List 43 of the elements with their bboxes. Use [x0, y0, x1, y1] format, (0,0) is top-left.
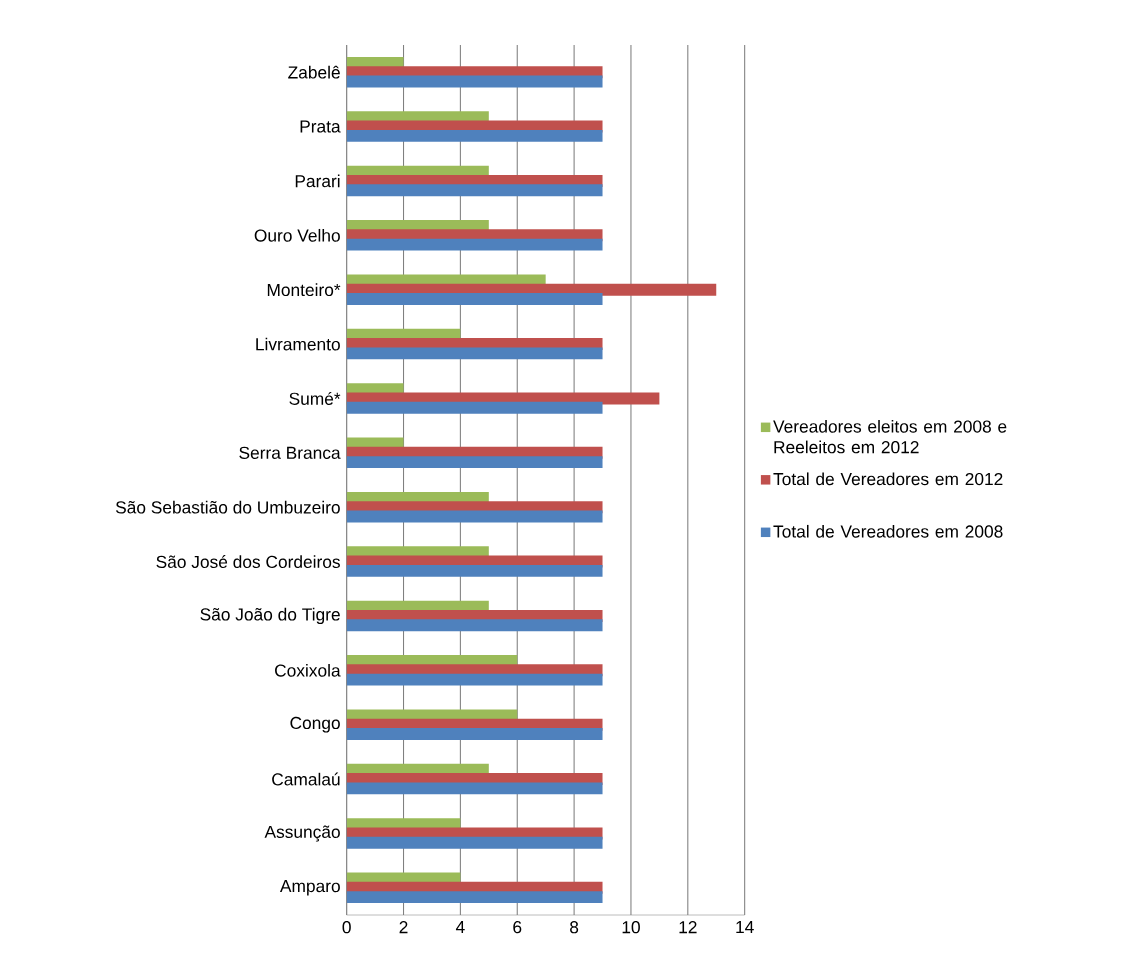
x-tick-label: 8 [570, 921, 579, 934]
x-tick-label: 4 [455, 921, 465, 933]
bar [346, 510, 603, 523]
bar [346, 456, 603, 469]
bar [346, 728, 603, 740]
y-tick-label: Coxixola [275, 663, 341, 677]
y-tick-label: Prata [300, 120, 341, 133]
y-tick-label: Ouro Velho [254, 228, 340, 242]
y-tick-label: Serra Branca [239, 446, 341, 459]
bar [346, 129, 603, 142]
y-tick-label: Assunção [264, 825, 340, 842]
y-tick-label: Livramento [256, 337, 340, 351]
x-tick-label: 0 [342, 921, 351, 934]
y-tick-label: Sumé* [289, 391, 341, 405]
bar [346, 673, 603, 686]
legend-label: Vereadores eleitos em 2008 e Reeleitos em 2012 [773, 419, 1007, 454]
y-tick-label: Congo [290, 716, 340, 733]
x-tick-label: 12 [679, 921, 697, 934]
bar [346, 891, 603, 904]
y-tick-label: Camalaú [272, 772, 340, 786]
bar [346, 238, 603, 251]
y-tick-label: Parari [295, 174, 340, 188]
bar [346, 836, 603, 849]
legend-label: Total de Vereadores em 2012 [773, 472, 1003, 486]
bar [346, 564, 603, 577]
y-tick-label: São Sebastião do Umbuzeiro [115, 500, 340, 514]
y-tick-label: Amparo [279, 880, 340, 896]
y-tick-label: Monteiro* [267, 283, 341, 297]
bar [346, 293, 603, 305]
bar [346, 347, 603, 360]
x-tick-label: 2 [399, 921, 408, 934]
y-tick-label: São José dos Cordeiros [156, 555, 340, 569]
bar [346, 782, 603, 795]
bar [346, 619, 603, 632]
legend-label: Total de Vereadores em 2008 [773, 524, 1003, 538]
x-tick-label: 10 [622, 921, 640, 934]
bar [346, 184, 603, 197]
bar [346, 401, 603, 414]
x-tick-label: 6 [513, 921, 522, 934]
bar [346, 75, 603, 88]
y-tick-label: Zabelê [288, 65, 340, 79]
x-tick-label: 14 [736, 921, 754, 933]
y-tick-label: São João do Tigre [200, 607, 340, 625]
